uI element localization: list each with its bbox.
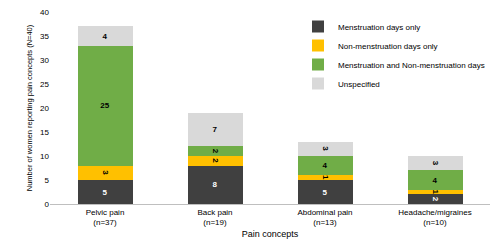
svg-text:3: 3 bbox=[101, 170, 110, 175]
svg-text:Menstruation days only: Menstruation days only bbox=[338, 23, 420, 32]
svg-text:Headache/migraines(n=10): Headache/migraines(n=10) bbox=[398, 208, 471, 227]
svg-text:35: 35 bbox=[40, 32, 49, 41]
svg-text:Back pain(n=19): Back pain(n=19) bbox=[197, 208, 232, 227]
svg-text:3: 3 bbox=[321, 146, 330, 151]
svg-text:40: 40 bbox=[40, 8, 49, 17]
svg-text:4: 4 bbox=[103, 32, 108, 41]
svg-text:5: 5 bbox=[323, 188, 328, 197]
svg-text:25: 25 bbox=[40, 80, 49, 89]
svg-text:20: 20 bbox=[40, 104, 49, 113]
svg-text:5: 5 bbox=[103, 188, 108, 197]
svg-text:Menstruation and Non-menstruat: Menstruation and Non-menstruation days bbox=[338, 61, 485, 70]
svg-text:1: 1 bbox=[321, 175, 330, 180]
svg-text:8: 8 bbox=[213, 180, 218, 189]
svg-text:5: 5 bbox=[45, 176, 50, 185]
svg-text:Pelvic pain(n=37): Pelvic pain(n=37) bbox=[86, 208, 125, 227]
svg-text:2: 2 bbox=[431, 197, 440, 202]
svg-text:7: 7 bbox=[213, 125, 218, 134]
svg-text:3: 3 bbox=[431, 161, 440, 166]
svg-text:4: 4 bbox=[433, 176, 438, 185]
svg-text:Number of women reporting pain: Number of women reporting pain concepts … bbox=[25, 24, 34, 191]
svg-text:30: 30 bbox=[40, 56, 49, 65]
svg-text:4: 4 bbox=[323, 161, 328, 170]
svg-text:10: 10 bbox=[40, 152, 49, 161]
svg-text:25: 25 bbox=[100, 101, 109, 110]
svg-text:0: 0 bbox=[45, 200, 50, 209]
svg-text:15: 15 bbox=[40, 128, 49, 137]
svg-text:Pain concepts: Pain concepts bbox=[242, 229, 299, 239]
svg-text:1: 1 bbox=[431, 190, 440, 195]
svg-text:Abdominal pain(n=13): Abdominal pain(n=13) bbox=[297, 208, 352, 227]
svg-text:Unspecified: Unspecified bbox=[338, 80, 380, 89]
svg-text:2: 2 bbox=[211, 149, 220, 154]
svg-text:Non-menstruation days only: Non-menstruation days only bbox=[338, 42, 438, 51]
svg-text:2: 2 bbox=[211, 158, 220, 163]
